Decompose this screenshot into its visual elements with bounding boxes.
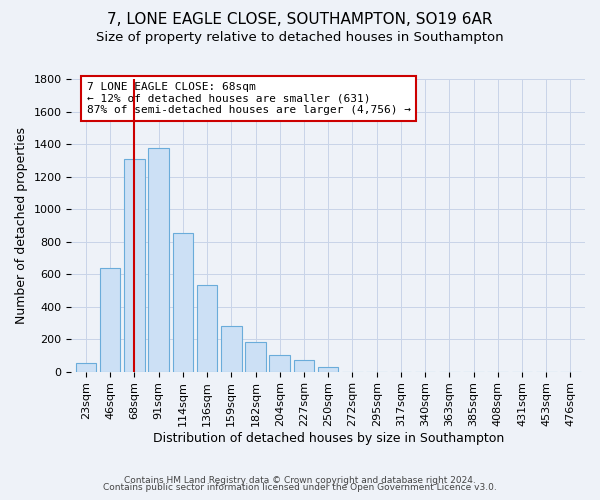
Bar	[197, 286, 217, 372]
Bar	[124, 158, 145, 372]
Bar	[318, 366, 338, 372]
Text: Contains HM Land Registry data © Crown copyright and database right 2024.: Contains HM Land Registry data © Crown c…	[124, 476, 476, 485]
Y-axis label: Number of detached properties: Number of detached properties	[15, 127, 28, 324]
X-axis label: Distribution of detached houses by size in Southampton: Distribution of detached houses by size …	[152, 432, 504, 445]
Bar	[293, 360, 314, 372]
Bar	[221, 326, 242, 372]
Bar	[173, 234, 193, 372]
Bar	[245, 342, 266, 372]
Bar	[269, 354, 290, 372]
Bar	[76, 362, 96, 372]
Bar	[100, 268, 121, 372]
Text: 7, LONE EAGLE CLOSE, SOUTHAMPTON, SO19 6AR: 7, LONE EAGLE CLOSE, SOUTHAMPTON, SO19 6…	[107, 12, 493, 28]
Bar	[148, 148, 169, 372]
Text: 7 LONE EAGLE CLOSE: 68sqm
← 12% of detached houses are smaller (631)
87% of semi: 7 LONE EAGLE CLOSE: 68sqm ← 12% of detac…	[87, 82, 411, 115]
Text: Size of property relative to detached houses in Southampton: Size of property relative to detached ho…	[96, 31, 504, 44]
Text: Contains public sector information licensed under the Open Government Licence v3: Contains public sector information licen…	[103, 484, 497, 492]
